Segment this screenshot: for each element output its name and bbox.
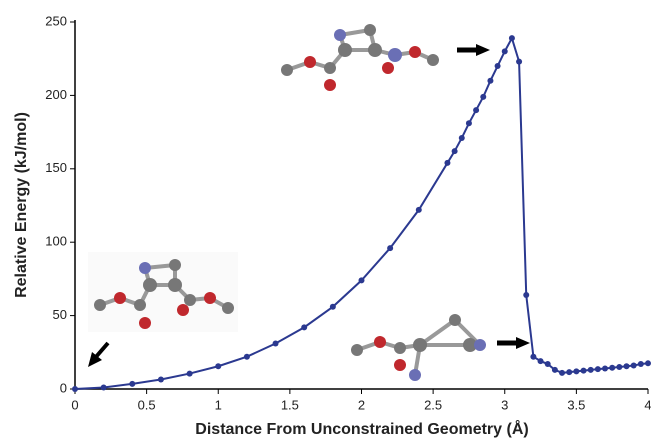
- data-point: [215, 363, 222, 370]
- y-axis-title: Relative Energy (kJ/mol): [13, 112, 30, 298]
- data-point: [272, 340, 279, 347]
- energy-line: [74, 35, 649, 390]
- data-point: [537, 358, 544, 365]
- molecule-reactant: [88, 252, 238, 332]
- data-point: [594, 366, 601, 373]
- data-point: [301, 324, 308, 331]
- y-tick-label: 100: [45, 234, 67, 249]
- data-point: [444, 159, 451, 166]
- data-point: [637, 361, 644, 368]
- data-point: [129, 380, 136, 387]
- y-tick-label: 0: [60, 380, 67, 395]
- data-point: [157, 376, 164, 383]
- y-tick-label: 250: [45, 13, 67, 28]
- data-point: [415, 206, 422, 213]
- x-tick-label: 2.5: [424, 397, 442, 412]
- data-point: [473, 107, 480, 114]
- data-point: [458, 134, 465, 141]
- data-point: [72, 386, 78, 392]
- data-point: [544, 361, 551, 368]
- data-point: [329, 303, 336, 310]
- data-point: [523, 292, 530, 299]
- data-point: [566, 369, 573, 376]
- data-point: [387, 245, 394, 252]
- data-point: [587, 366, 594, 373]
- x-axis-title: Distance From Unconstrained Geometry (Å): [195, 419, 528, 438]
- data-point: [186, 370, 193, 377]
- data-point: [530, 353, 537, 360]
- x-tick-label: 1: [215, 397, 222, 412]
- data-point: [100, 384, 107, 391]
- x-tick-label: 2: [358, 397, 365, 412]
- y-tick-label: 200: [45, 87, 67, 102]
- data-point: [243, 353, 250, 360]
- y-tick-label: 150: [45, 160, 67, 175]
- molecule-transition: [281, 24, 439, 91]
- x-tick-label: 0: [71, 397, 78, 412]
- data-point: [358, 277, 365, 284]
- data-point: [487, 77, 494, 84]
- molecule-product: [351, 314, 486, 381]
- data-point: [573, 368, 580, 375]
- data-point: [508, 35, 515, 42]
- data-point: [551, 366, 558, 373]
- data-point: [516, 58, 523, 65]
- data-point: [623, 363, 630, 370]
- data-point: [465, 120, 472, 127]
- data-point: [559, 369, 566, 376]
- x-tick-label: 0.5: [138, 397, 156, 412]
- data-point: [602, 365, 609, 372]
- x-tick-label: 3: [501, 397, 508, 412]
- data-point: [501, 48, 508, 55]
- x-tick-label: 1.5: [281, 397, 299, 412]
- data-point: [451, 148, 458, 155]
- data-point: [609, 364, 616, 371]
- data-point: [630, 362, 637, 369]
- x-tick-label: 3.5: [567, 397, 585, 412]
- arrows: [88, 44, 530, 367]
- data-point: [616, 363, 623, 370]
- data-point: [480, 93, 487, 100]
- data-point: [645, 360, 651, 367]
- x-tick-label: 4: [644, 397, 651, 412]
- data-point: [580, 367, 587, 374]
- y-tick-label: 50: [53, 307, 67, 322]
- data-point: [494, 63, 501, 70]
